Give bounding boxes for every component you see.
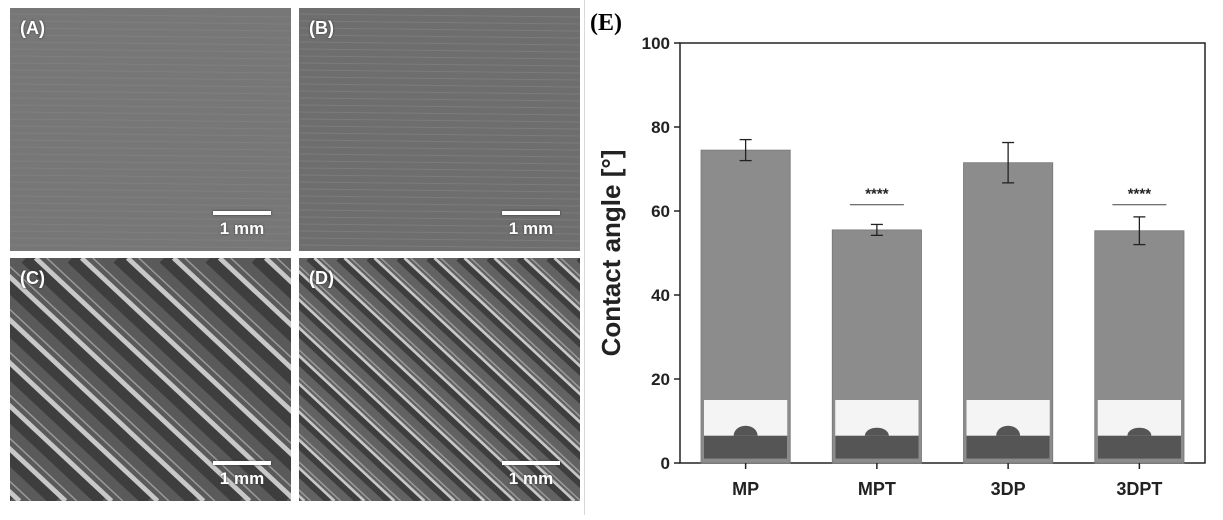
significance-label: **** bbox=[865, 186, 889, 203]
panel-label: (A) bbox=[20, 18, 45, 38]
panel-label: (C) bbox=[20, 268, 45, 288]
panel-divider bbox=[584, 0, 585, 515]
droplet-substrate bbox=[704, 435, 788, 459]
micrograph-panel-a: (A) 1 mm bbox=[10, 8, 291, 251]
scale-bar: 1 mm bbox=[502, 211, 560, 239]
micrograph-image-a bbox=[10, 8, 291, 251]
chart-panel-label: (E) bbox=[590, 10, 622, 36]
droplet bbox=[1127, 427, 1152, 436]
panel-label: (D) bbox=[309, 268, 334, 288]
y-tick-label: 0 bbox=[661, 454, 670, 473]
droplet bbox=[996, 425, 1021, 436]
contact-angle-chart: 0 20 40 60 80 100 Contact angle [°] MP **** MPT 3D… bbox=[585, 0, 1223, 515]
y-tick-label: 100 bbox=[642, 34, 670, 53]
micrograph-panel-d: (D) 1 mm bbox=[299, 258, 580, 501]
micrograph-image-c bbox=[10, 258, 291, 501]
scale-bar-label: 1 mm bbox=[508, 219, 554, 238]
scale-bar: 1 mm bbox=[213, 211, 271, 239]
micrograph-panel-b: (B) 1 mm bbox=[299, 8, 580, 251]
y-tick-label: 80 bbox=[651, 118, 670, 137]
droplet-substrate bbox=[1097, 435, 1181, 459]
micrograph-image-b bbox=[299, 8, 580, 251]
scale-bar-label: 1 mm bbox=[219, 219, 265, 238]
y-tick-label: 20 bbox=[651, 370, 670, 389]
y-tick-label: 40 bbox=[651, 286, 670, 305]
x-tick-label: MPT bbox=[858, 479, 896, 499]
droplet bbox=[733, 425, 758, 436]
scale-bar: 1 mm bbox=[502, 461, 560, 489]
scale-bar-label: 1 mm bbox=[219, 469, 265, 488]
x-tick-label: 3DP bbox=[991, 479, 1026, 499]
plot-frame bbox=[679, 42, 1206, 464]
scale-bar-label: 1 mm bbox=[508, 469, 554, 488]
x-tick-label: MP bbox=[732, 479, 759, 499]
micrograph-panel-c: (C) 1 mm bbox=[10, 258, 291, 501]
chart-svg: 0 20 40 60 80 100 Contact angle [°] MP **** MPT 3D… bbox=[596, 34, 1206, 499]
panel-label: (B) bbox=[309, 18, 334, 38]
droplet-substrate bbox=[966, 435, 1050, 459]
droplet-substrate bbox=[835, 435, 919, 459]
y-axis-label: Contact angle [°] bbox=[596, 150, 626, 357]
y-tick-label: 60 bbox=[651, 202, 670, 221]
significance-label: **** bbox=[1128, 186, 1152, 203]
x-tick-label: 3DPT bbox=[1116, 479, 1162, 499]
scale-bar: 1 mm bbox=[213, 461, 271, 489]
droplet bbox=[864, 427, 889, 436]
micrograph-image-d bbox=[299, 258, 580, 501]
